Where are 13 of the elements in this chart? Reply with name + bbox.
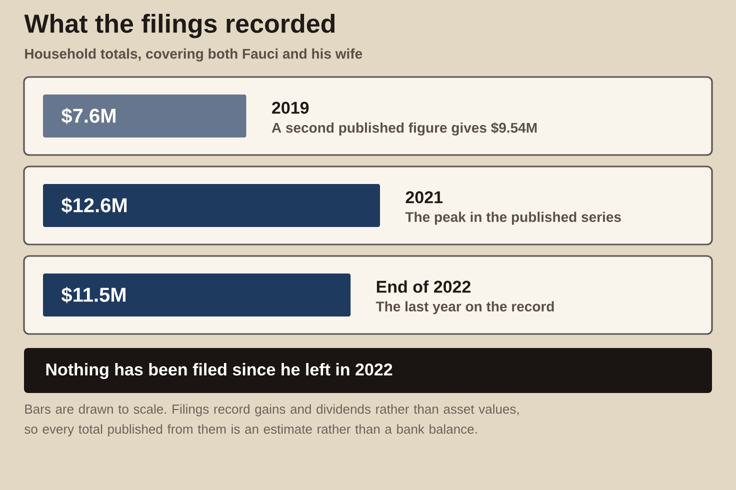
chart-subtitle: Household totals, covering both Fauci and his wife: [25, 48, 362, 62]
annotation: The last year on the record: [376, 301, 554, 314]
text: The peak in the published series: [405, 212, 621, 225]
data-label: $11.5M: [61, 286, 126, 304]
chart-title: What the filings recorded: [24, 14, 335, 38]
text: Bars are drawn to scale. Filings record gains and dividends rather than asset values, so every total published from them is an estimate rather than a bank balance.: [24, 404, 519, 436]
y-tick-label: 2019: [272, 102, 309, 114]
y-tick-label: End of 2022: [376, 280, 470, 293]
text: Nothing has been filed since he left in 2022: [46, 363, 392, 379]
annotation: A second published figure gives $9.54M: [272, 122, 537, 136]
data-label: $12.6M: [61, 197, 127, 214]
y-tick-label: 2021: [406, 191, 443, 204]
data-label: $7.6M: [61, 108, 116, 124]
